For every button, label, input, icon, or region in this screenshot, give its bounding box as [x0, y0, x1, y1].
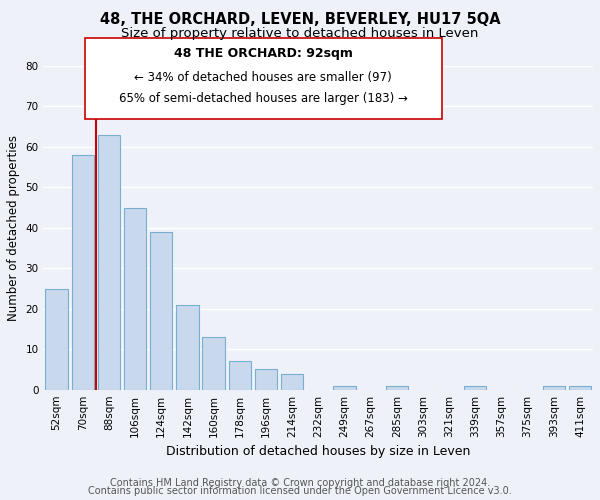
- Bar: [176, 304, 199, 390]
- Bar: [464, 386, 487, 390]
- Bar: [98, 135, 120, 390]
- Text: Contains HM Land Registry data © Crown copyright and database right 2024.: Contains HM Land Registry data © Crown c…: [110, 478, 490, 488]
- FancyBboxPatch shape: [85, 38, 442, 119]
- X-axis label: Distribution of detached houses by size in Leven: Distribution of detached houses by size …: [166, 445, 470, 458]
- Bar: [569, 386, 591, 390]
- Text: Size of property relative to detached houses in Leven: Size of property relative to detached ho…: [121, 28, 479, 40]
- Bar: [150, 232, 172, 390]
- Text: 48, THE ORCHARD, LEVEN, BEVERLEY, HU17 5QA: 48, THE ORCHARD, LEVEN, BEVERLEY, HU17 5…: [100, 12, 500, 28]
- Bar: [281, 374, 303, 390]
- Text: 65% of semi-detached houses are larger (183) →: 65% of semi-detached houses are larger (…: [119, 92, 408, 105]
- Bar: [71, 155, 94, 390]
- Bar: [46, 288, 68, 390]
- Y-axis label: Number of detached properties: Number of detached properties: [7, 135, 20, 321]
- Bar: [124, 208, 146, 390]
- Bar: [334, 386, 356, 390]
- Text: 48 THE ORCHARD: 92sqm: 48 THE ORCHARD: 92sqm: [174, 46, 353, 60]
- Bar: [229, 362, 251, 390]
- Bar: [386, 386, 408, 390]
- Bar: [202, 337, 225, 390]
- Bar: [542, 386, 565, 390]
- Text: ← 34% of detached houses are smaller (97): ← 34% of detached houses are smaller (97…: [134, 71, 392, 84]
- Bar: [255, 370, 277, 390]
- Text: Contains public sector information licensed under the Open Government Licence v3: Contains public sector information licen…: [88, 486, 512, 496]
